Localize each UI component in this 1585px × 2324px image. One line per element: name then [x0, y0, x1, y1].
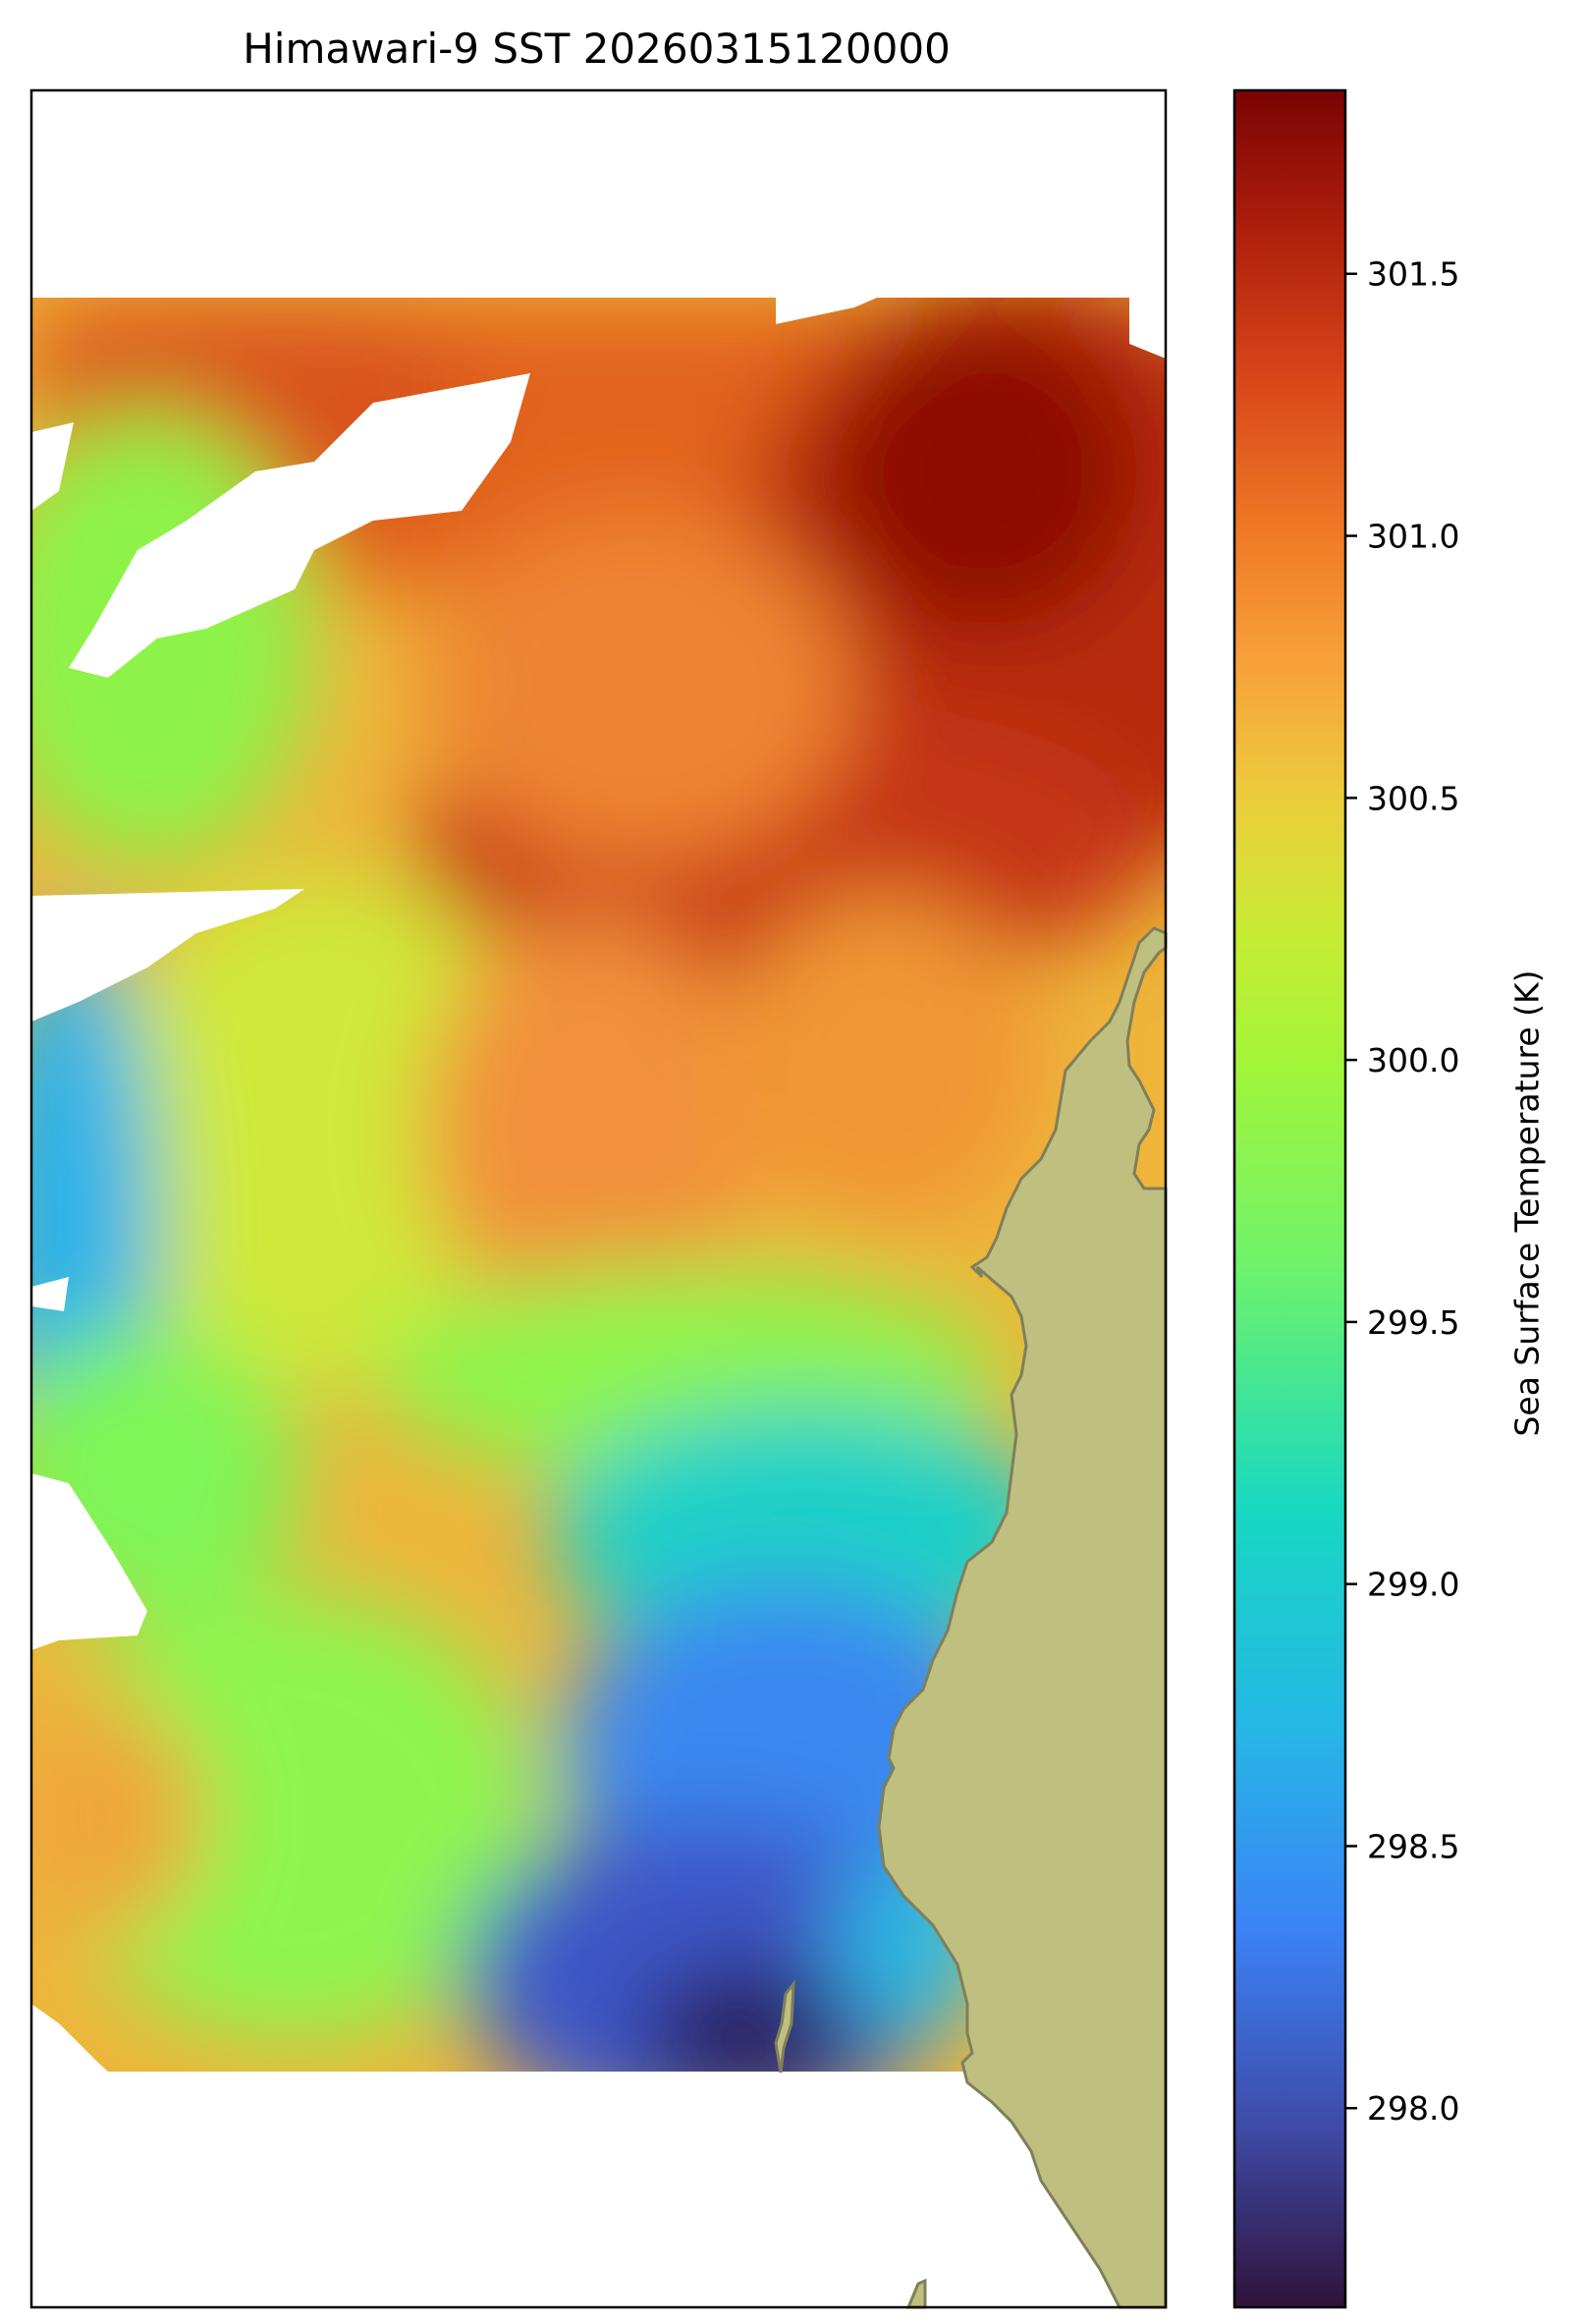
- colorbar-tick-label: 298.0: [1367, 2089, 1459, 2128]
- colorbar-tick-label: 300.0: [1367, 1041, 1459, 1079]
- map-title: Himawari-9 SST 20260315120000: [243, 25, 951, 73]
- colorbar-tick-label: 299.0: [1367, 1566, 1459, 1604]
- colorbar-tick-label: 298.5: [1367, 1827, 1459, 1865]
- colorbar-ticks: 301.5 301.0 300.5 300.0 299.5 299.0 298.5 298.0: [1345, 255, 1459, 2128]
- map-frame: [29, 88, 1168, 2309]
- colorbar-tick-label: 301.0: [1367, 518, 1459, 556]
- small-island: [774, 1979, 795, 2074]
- colorbar-tick-label: 299.5: [1367, 1303, 1459, 1342]
- sst-field: [31, 298, 1166, 2072]
- colorbar: [1232, 88, 1347, 2309]
- colorbar-label: Sea Surface Temperature (K): [1507, 969, 1547, 1437]
- colorbar-tick-label: 300.5: [1367, 779, 1459, 817]
- land-mass-east: [877, 926, 1168, 2309]
- missing-data-patches: [31, 295, 1166, 2072]
- colorbar-tick-label: 301.5: [1367, 255, 1459, 294]
